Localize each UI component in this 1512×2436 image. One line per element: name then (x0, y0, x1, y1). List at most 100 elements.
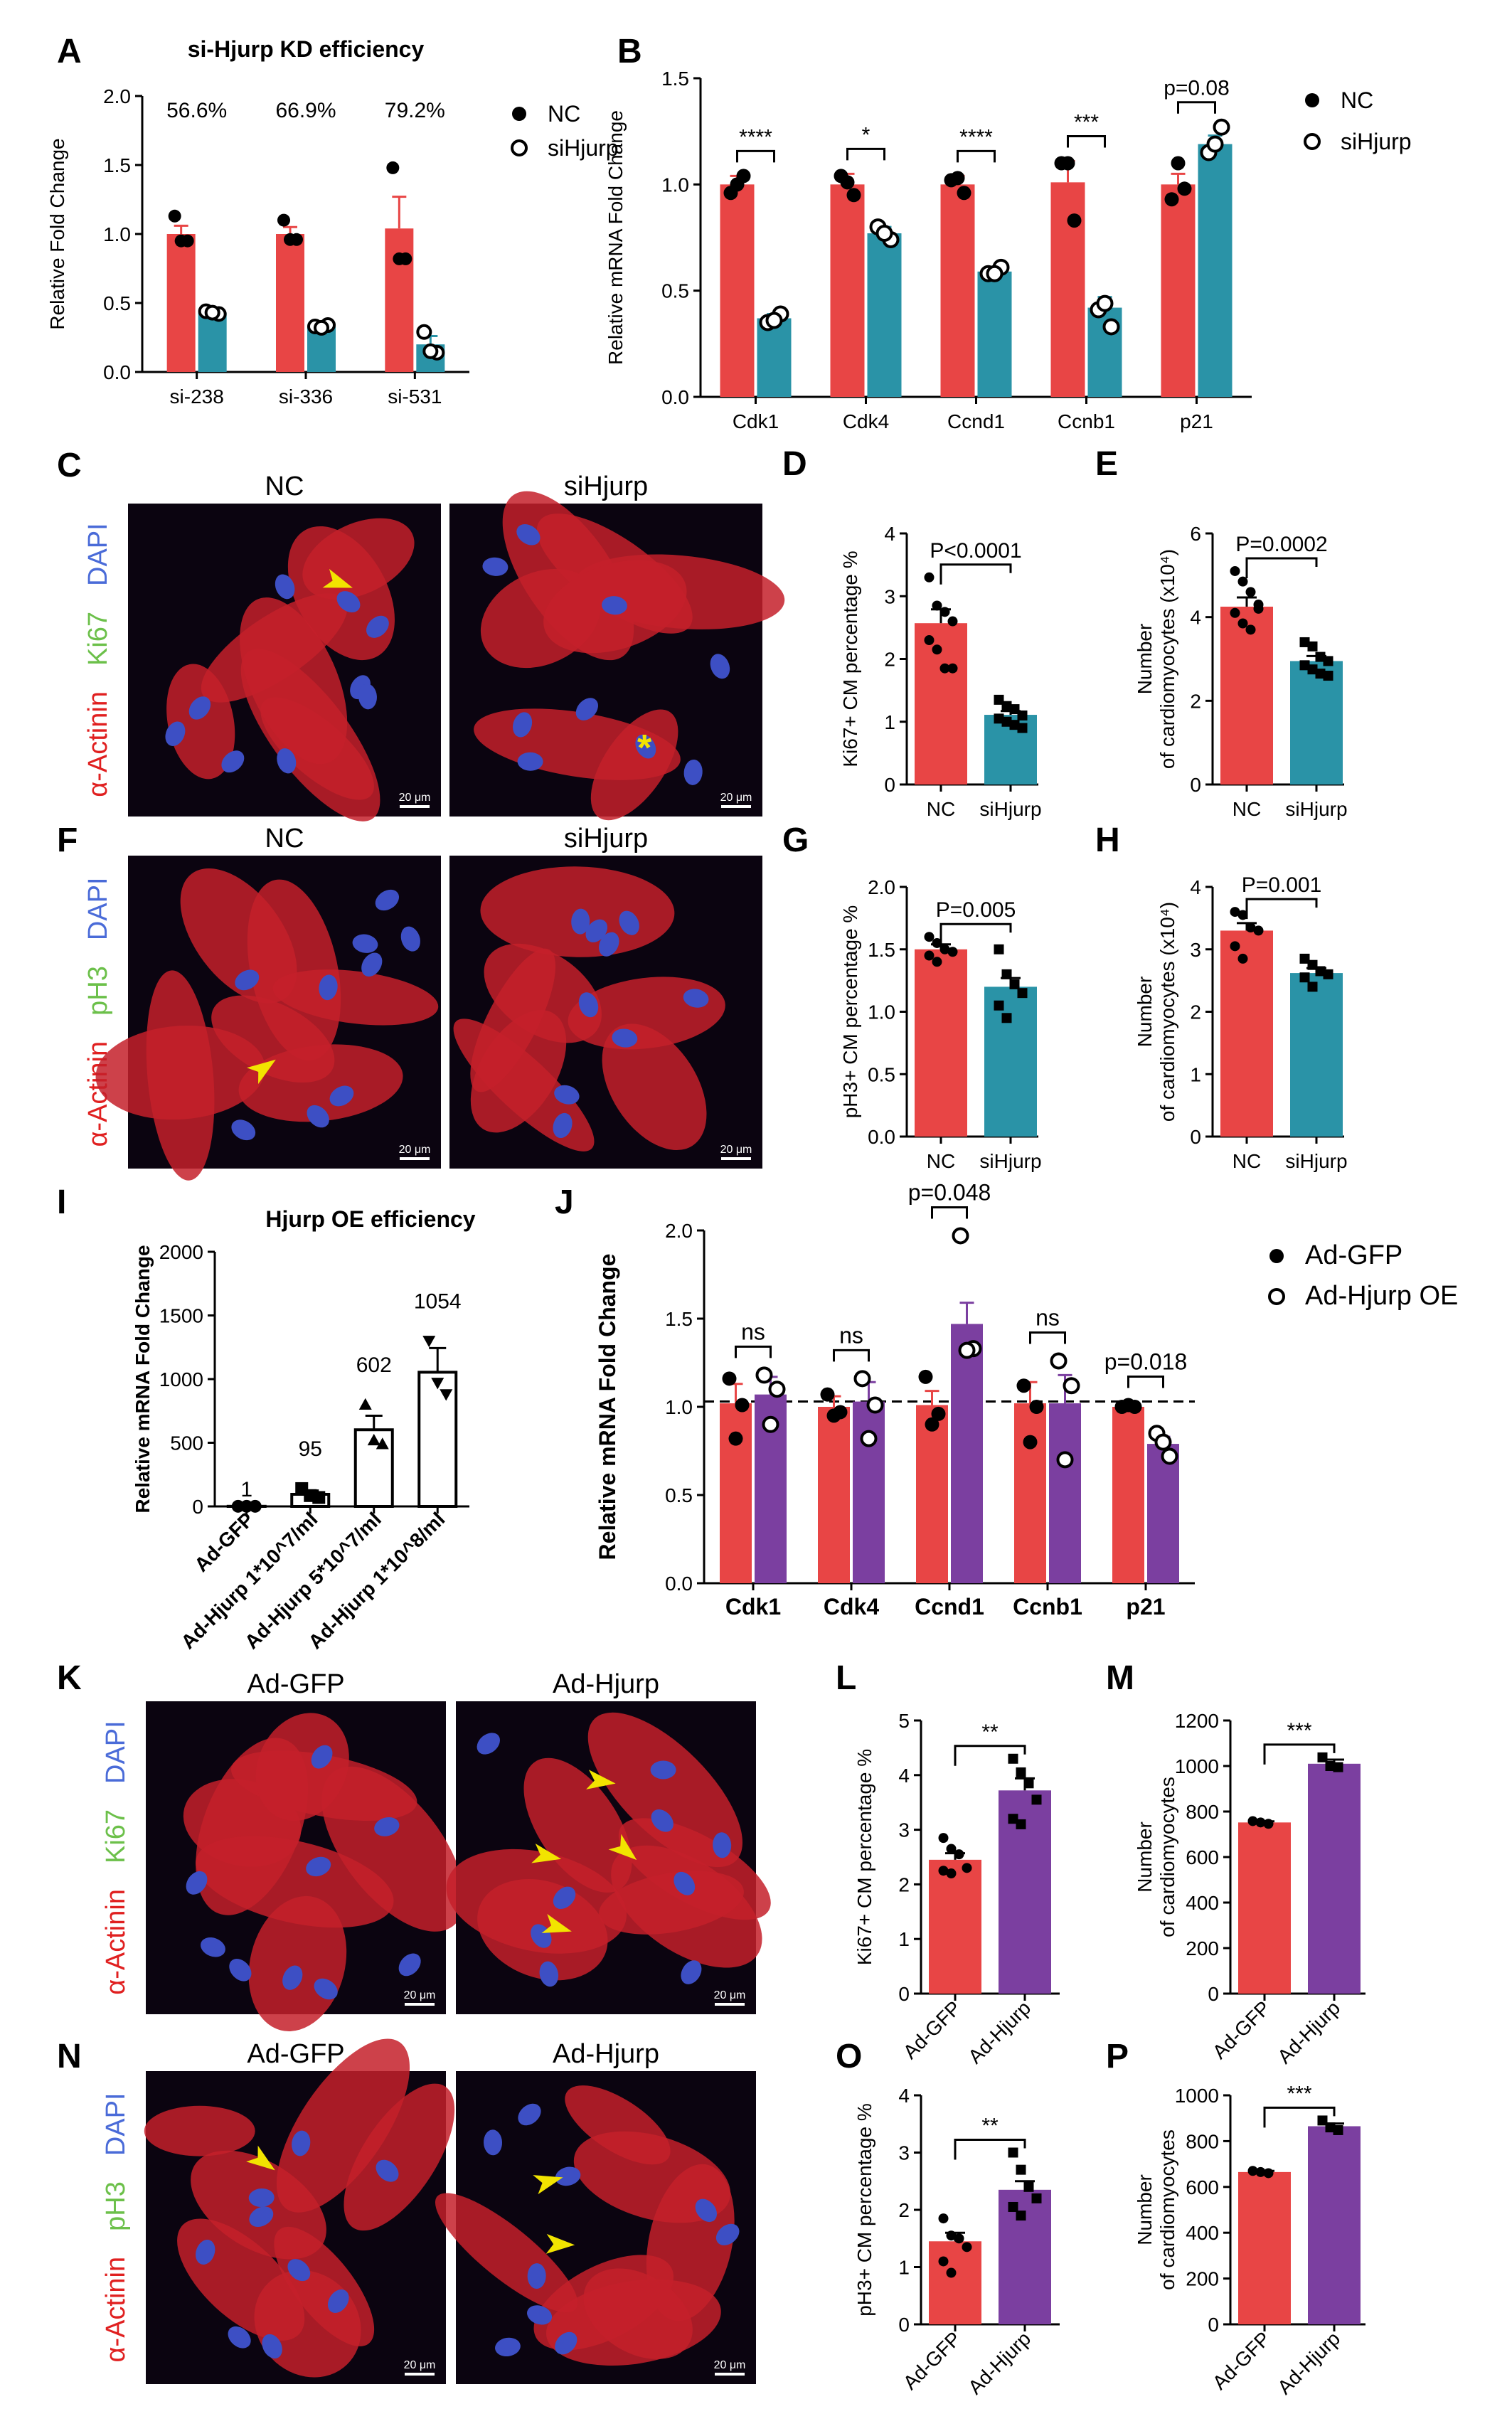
bar-sihjurp (757, 318, 792, 397)
nucleus (674, 1871, 696, 1895)
bar-ad-hjurp (1308, 2126, 1361, 2324)
y-tick-label: 400 (1186, 2222, 1219, 2244)
data-point (1253, 925, 1264, 936)
data-point (1315, 651, 1326, 662)
significance-label: **** (959, 125, 993, 149)
bar-nc (166, 234, 196, 372)
y-tick-label: 2.0 (103, 85, 131, 107)
data-point (957, 186, 971, 201)
x-tick-label: NC (927, 798, 955, 820)
nucleus (482, 557, 509, 576)
significance-label: ** (981, 1720, 999, 1744)
y-axis-label: pH3+ CM percentage % (839, 905, 861, 1119)
legend-top-left: NC siHjurp (511, 101, 619, 161)
data-point (840, 175, 855, 190)
x-tick-label: Ad-GFP (1208, 2327, 1274, 2393)
data-point (932, 644, 942, 655)
data-point (1255, 2166, 1266, 2177)
nucleus (287, 2259, 311, 2282)
nucleus (555, 2331, 577, 2355)
panel-letter-a: A (57, 33, 82, 70)
y-tick-label: 0.5 (665, 1484, 693, 1506)
significance-bracket (1263, 2106, 1336, 2128)
legend-label: NC (1341, 87, 1373, 113)
channel-label: DAPI (101, 2092, 131, 2156)
data-point (1299, 660, 1310, 671)
micrograph-image: 20 μm (95, 856, 441, 1181)
nucleus (477, 1733, 501, 1755)
x-tick-label: Cdk1 (733, 410, 779, 432)
y-tick-label: 1.5 (665, 1308, 693, 1330)
nucleus (366, 615, 389, 638)
significance-label: p=0.048 (908, 1179, 991, 1205)
y-tick-label: 500 (170, 1432, 203, 1454)
scale-bar-label: 20 μm (720, 792, 752, 804)
channel-label: Ki67 (83, 612, 113, 666)
bar-nc (720, 184, 755, 397)
legend-marker (512, 107, 526, 121)
data-point (853, 1370, 871, 1388)
y-tick-label: 6 (1190, 523, 1201, 545)
bar-sihjurp (1290, 973, 1343, 1137)
data-point (765, 312, 783, 329)
value-label: 1 (240, 1478, 252, 1501)
y-axis-label: Numberof cardiomyocytes (x10⁴) (1134, 549, 1178, 769)
x-tick-label: siHjurp (1285, 798, 1347, 820)
data-point (938, 2256, 949, 2267)
data-point (1023, 2181, 1034, 2192)
channel-label: DAPI (83, 523, 113, 586)
panel-letter-h: H (1095, 821, 1120, 859)
bar-sihjurp (867, 233, 902, 397)
micrograph-image: 20 μm (435, 2071, 756, 2384)
scale-bar-label: 20 μm (714, 1989, 746, 2001)
channel-labels: α-ActininpH3DAPI (83, 877, 113, 1147)
y-tick-label: 2 (898, 2199, 910, 2221)
nucleus (249, 2206, 274, 2227)
y-tick-label: 1200 (1175, 1710, 1219, 1732)
data-point (1023, 1778, 1034, 1789)
nucleus (578, 992, 599, 1018)
bar-ad-hjurp-oe (1147, 1444, 1179, 1583)
y-axis-label: Relative Fold Change (46, 138, 68, 329)
data-point (1023, 1435, 1038, 1450)
condition-label: Ad-GFP (247, 1669, 344, 1699)
y-tick-label: 4 (1190, 607, 1201, 629)
y-tick-label: 1000 (159, 1368, 203, 1390)
data-point (1031, 2193, 1042, 2203)
nucleus (376, 2159, 399, 2182)
cardiomyocyte (602, 1023, 707, 1151)
significance-bracket (1067, 134, 1106, 148)
y-axis-label: Numberof cardiomyocytes (1134, 2129, 1178, 2290)
data-point (986, 265, 1003, 282)
x-tick-label: siHjurp (979, 798, 1041, 820)
channel-label: α-Actinin (101, 2257, 131, 2363)
asterisk-marker: * (637, 728, 652, 769)
bar-nc (1220, 930, 1273, 1137)
scale-bar-label: 20 μm (399, 792, 431, 804)
data-point (1056, 1451, 1074, 1469)
data-point (1245, 587, 1256, 597)
arrowhead-icon (586, 1770, 616, 1789)
bar-ad-hjurp (999, 2189, 1051, 2324)
data-point (939, 607, 950, 617)
bar-nc (385, 228, 414, 372)
chart-panel-a: 0.0 0.5 1.0 1.5 2.0 si-Hjurp KD efficiency si-… (46, 36, 469, 408)
nucleus (319, 974, 338, 1001)
y-tick-label: 1.0 (665, 1396, 693, 1418)
x-tick-label: Ad-GFP (1208, 1996, 1274, 2063)
y-tick-label: 5 (898, 1710, 910, 1732)
x-tick-label: Ad-Hjurp (1273, 2327, 1344, 2398)
nucleus (518, 2103, 541, 2126)
data-point (962, 2242, 972, 2252)
data-point (1008, 1814, 1018, 1824)
x-tick-label: p21 (1180, 410, 1213, 432)
data-point (1016, 1819, 1026, 1829)
nucleus (517, 752, 543, 771)
data-point (918, 1369, 933, 1384)
significance-bracket (735, 1345, 772, 1358)
cardiomyocyte (238, 1044, 403, 1122)
significance-label: p=0.08 (1164, 77, 1230, 100)
data-point (1017, 723, 1028, 733)
data-point (1008, 1753, 1018, 1764)
